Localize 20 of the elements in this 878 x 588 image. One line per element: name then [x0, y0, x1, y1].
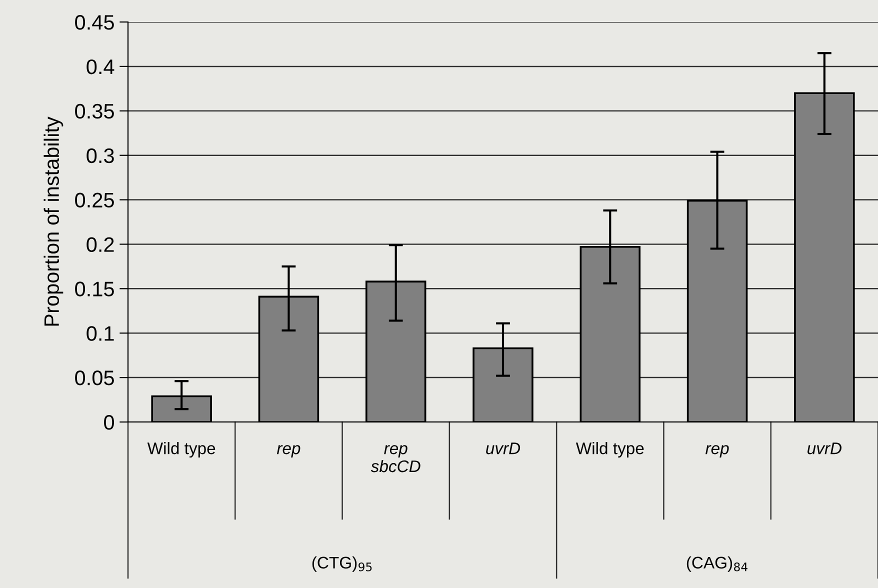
x-tick-label: Wild type [147, 442, 216, 458]
y-tick-label: 0.1 [86, 326, 114, 341]
y-tick-label: 0.3 [86, 148, 114, 164]
y-tick-label: 0.35 [75, 104, 114, 119]
text: (CAG)$_{84}$ [686, 556, 748, 572]
x-tick-label: Wild type [576, 442, 644, 458]
y-tick-label: 0.4 [86, 59, 114, 74]
x-tick-label: rep [706, 445, 729, 458]
x-tick-label: rep [276, 445, 300, 458]
y-tick-label: 0.45 [75, 15, 114, 30]
y-tick-label: 0.15 [75, 282, 114, 296]
text: (CTG)$_{95}$ [312, 556, 372, 572]
y-tick-label: 0 [104, 415, 114, 430]
x-tick-label: rep sbcCD [370, 445, 420, 472]
y-tick-label: 0.05 [75, 370, 114, 386]
x-tick-label: uvrD [808, 442, 842, 454]
y-tick-label: 0.2 [86, 237, 114, 252]
y-tick-label: 0.25 [75, 192, 114, 208]
x-tick-label: uvrD [486, 442, 520, 454]
y-axis-title: Proportion of instability [44, 116, 64, 326]
